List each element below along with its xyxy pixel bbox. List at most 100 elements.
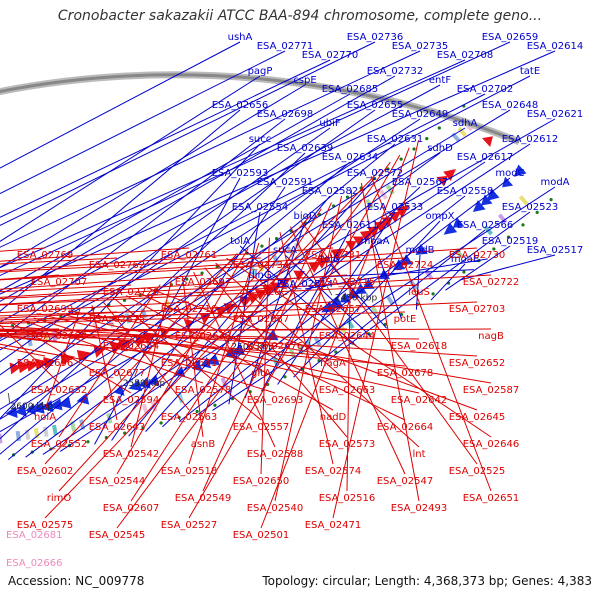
top-gene-label: succ: [249, 134, 272, 145]
top-label-connector: [0, 127, 331, 363]
bottom-label-connector: [0, 343, 118, 367]
label-connector-layer: [0, 41, 556, 529]
top-gene-label: ushA: [228, 32, 253, 43]
top-gene-label: modB: [405, 245, 434, 256]
bottom-gene-label: ESA_02699: [17, 304, 74, 315]
bottom-gene-label: ESA_02761: [161, 250, 218, 261]
top-gene-label: ompX: [425, 211, 454, 222]
top-gene-label: ESA_02611: [322, 220, 379, 231]
kbp-tick-label: 2550 kbp: [123, 379, 166, 389]
bottom-label-connector: [0, 247, 190, 262]
bottom-gene-label: ESA_02525: [449, 466, 506, 477]
top-gene-label: ubiF: [319, 118, 340, 129]
top-label-connector: [0, 118, 286, 340]
reverse-gene-arrow: [247, 292, 259, 304]
bottom-label-connector: [204, 267, 348, 438]
top-gene-label: ESA_02735: [392, 41, 449, 52]
top-gene-label: ESA_02649: [392, 109, 449, 120]
bottom-gene-label: ESA_02651: [463, 493, 520, 504]
reverse-gene-arrow: [436, 175, 448, 187]
top-gene-label: ESA_02591: [257, 177, 314, 188]
gc-dot: [195, 409, 199, 414]
bottom-gene-label: ESA_02642: [391, 395, 448, 406]
forward-gene-arrow: [354, 283, 367, 294]
bottom-gene-label: ESA_02654: [103, 341, 160, 352]
kbp-tick-label: 2450 kbp: [335, 293, 378, 303]
top-gene-label: ESA_02732: [367, 66, 424, 77]
top-label-connector: [228, 211, 261, 405]
reverse-gene-arrow: [482, 136, 493, 148]
bottom-label-connector: [360, 182, 420, 502]
bottom-label-connector: [0, 328, 60, 330]
top-gene-label: ESA_02656: [212, 100, 269, 111]
top-gene-label: ESA_02517: [527, 245, 584, 256]
reverse-gene-arrow: [374, 220, 389, 233]
bottom-gene-label: ESA_02645: [449, 412, 506, 423]
reverse-gene-arrow: [43, 356, 57, 369]
top-gene-label: ESA_02659: [482, 32, 539, 43]
cog-block: [313, 335, 322, 347]
top-label-connector: [0, 50, 286, 195]
gc-dot: [177, 415, 181, 420]
gc-dot: [260, 244, 264, 248]
gc-dot: [535, 210, 539, 215]
top-gene-label: modC: [495, 168, 524, 179]
cog-block: [42, 426, 49, 437]
bottom-gene-label: ESA_02527: [161, 520, 218, 531]
bottom-label-connector: [370, 176, 492, 492]
bottom-label-connector: [68, 310, 492, 384]
top-gene-label: ESA_02593: [212, 168, 269, 179]
cog-block: [220, 377, 228, 388]
accession-text: Accession: NC_009778: [8, 574, 145, 588]
reverse-gene-arrow: [199, 312, 211, 324]
gc-dot: [412, 147, 416, 151]
bottom-label-connector: [0, 257, 262, 273]
gc-dot: [159, 421, 163, 425]
gc-dot: [431, 292, 435, 296]
forward-gene-arrow: [452, 217, 465, 228]
cog-block: [286, 246, 295, 257]
bottom-gene-label: ESA_02697: [175, 277, 232, 288]
reverse-gene-arrow: [223, 303, 238, 315]
top-gene-label: ESA_02631: [367, 134, 424, 145]
top-gene-label: sucA: [273, 245, 297, 256]
bottom-label-connector: [0, 328, 204, 332]
gc-dot: [213, 403, 217, 407]
bottom-label-connector: [0, 257, 406, 281]
bottom-gene-label: ESA_02716: [161, 304, 218, 315]
bottom-gene-label: ESA_02557: [233, 422, 290, 433]
bottom-label-connector: [0, 247, 334, 272]
top-gene-label: ESA_02514: [277, 279, 334, 290]
bottom-gene-label: ESA_02587: [463, 385, 520, 396]
bottom-gene-label: ESA_02518: [161, 466, 218, 477]
bottom-label-connector: [188, 242, 260, 465]
top-label-connector: [415, 254, 421, 310]
top-label-connector: [0, 143, 261, 420]
top-label-connector: [0, 84, 306, 268]
bottom-gene-label: ESA_02516: [319, 493, 376, 504]
bottom-gene-label: ESA_02594: [103, 395, 160, 406]
bottom-gene-label: ESA_02602: [17, 466, 74, 477]
top-label-connector: [0, 41, 511, 277]
bottom-gene-label: asnB: [191, 439, 216, 450]
top-label-connector: [195, 177, 511, 417]
reverse-gene-arrow: [443, 168, 456, 182]
top-gene-label: cspE: [293, 75, 316, 86]
bottom-gene-label: ESA_02643: [89, 422, 146, 433]
cog-block: [15, 430, 22, 442]
bottom-gene-label: ESA_02677: [89, 368, 146, 379]
forward-gene-arrow: [200, 357, 212, 369]
top-gene-label: dinG: [248, 270, 271, 281]
top-label-connector: [374, 245, 403, 320]
reverse-gene-arrow: [308, 262, 321, 273]
bottom-label-connector: [0, 274, 348, 298]
bottom-gene-label: ESA_02715: [319, 277, 376, 288]
top-label-connector: [309, 229, 486, 371]
top-label-connector: [284, 254, 372, 338]
bottom-label-connector: [0, 301, 190, 314]
bottom-label-connector: [260, 237, 270, 475]
reverse-gene-arrow: [18, 361, 33, 374]
forward-gene-arrow: [472, 200, 486, 213]
bottom-label-connector: [279, 232, 334, 465]
top-gene-label: tolA: [230, 236, 250, 247]
